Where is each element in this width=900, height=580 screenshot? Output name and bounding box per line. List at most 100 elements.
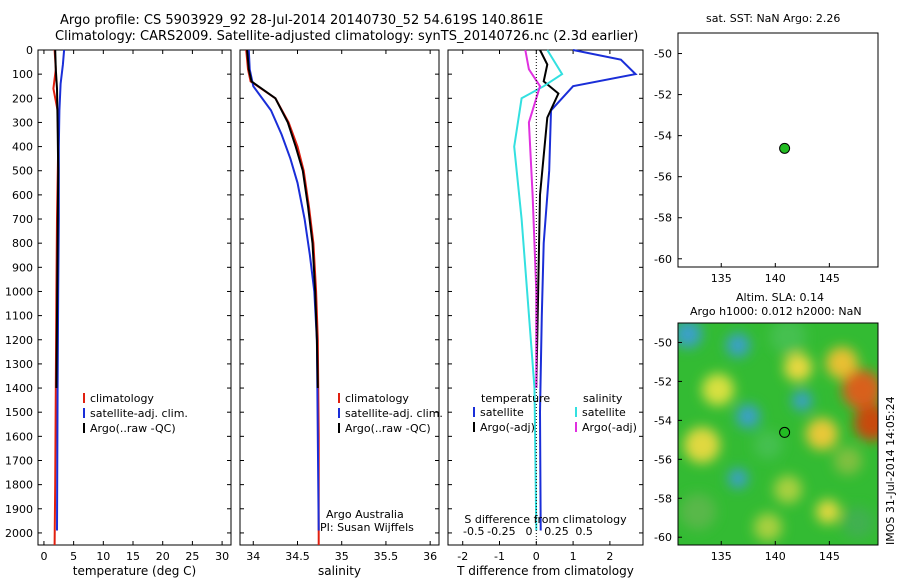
legend-label: climatology (90, 392, 154, 405)
panel-frame (239, 49, 440, 546)
y-tick-label: -54 (654, 130, 672, 143)
y-tick-label: 1600 (5, 430, 33, 443)
profile-location-marker (779, 142, 791, 154)
profile-panel-3: -2 -1 0 1 2T difference from climatology -0.5… (447, 49, 644, 578)
y-tick-label: 1700 (5, 454, 33, 467)
s-diff-tick-label: 0 (525, 525, 532, 538)
y-tick-label: 1800 (5, 479, 33, 492)
sla-blob (678, 323, 702, 349)
x-tick-label: 30 (215, 550, 229, 563)
series-line (246, 49, 319, 389)
panel-frame (447, 49, 644, 546)
y-tick-label: -56 (654, 171, 672, 184)
sla-blobs (678, 323, 878, 542)
y-tick-label: 0 (26, 44, 33, 57)
legend-label: Argo(..raw -QC) (90, 422, 176, 435)
y-tick-label: -56 (654, 453, 672, 466)
x-tick-label: 0 (533, 550, 540, 563)
watermark: IMOS 31-Jul-2014 14:05:24 (884, 396, 897, 545)
series-line (524, 49, 542, 388)
sla-map: 135 140 145 -50 -52 -54 -56 -58 -60 (654, 322, 879, 563)
y-tick-label: -54 (654, 414, 672, 427)
y-tick-label: 300 (12, 116, 33, 129)
series-line (535, 49, 560, 389)
sla-blob (792, 390, 812, 411)
sla-blob (826, 346, 858, 379)
x-tick-label: 140 (765, 272, 786, 285)
sla-blob (842, 506, 874, 539)
y-tick-label: 100 (12, 68, 33, 81)
series-line (513, 49, 564, 531)
legend-label: Argo(-adj) (582, 421, 637, 434)
y-tick-label: -60 (654, 253, 672, 266)
x-axis-label: T difference from climatology (456, 564, 634, 578)
y-tick-label: 500 (12, 165, 33, 178)
x-tick-label: -1 (494, 550, 505, 563)
y-tick-label: 600 (12, 189, 33, 202)
header-line2: Climatology: CARS2009. Satellite-adjuste… (55, 29, 639, 44)
y-tick-label: -52 (654, 89, 672, 102)
sst-map: 135 140 145 -50 -52 -54 -56 -58 -60 (654, 32, 879, 285)
s-diff-title: S difference from climatology (464, 513, 627, 526)
sla-blob (816, 499, 840, 524)
profile-panel-1: 0100200300400500600700800900100011001200… (5, 44, 232, 578)
series-line (54, 49, 60, 389)
legend-label: Argo(-adj) (480, 421, 535, 434)
x-tick-label: 15 (126, 550, 140, 563)
y-tick-label: 400 (12, 141, 33, 154)
y-tick-label: 1300 (5, 358, 33, 371)
sla-blob (774, 475, 802, 504)
x-tick-label: 1 (570, 550, 577, 563)
x-tick-label: 145 (819, 272, 840, 285)
y-tick-label: 900 (12, 261, 33, 274)
legend-label: satellite-adj. clim. (90, 407, 188, 420)
y-tick-label: -58 (654, 212, 672, 225)
sla-blob (736, 404, 760, 429)
legend-label: satellite (480, 406, 524, 419)
legend-label: satellite (582, 406, 626, 419)
map-frame (677, 322, 879, 546)
y-tick-label: 1400 (5, 382, 33, 395)
x-tick-label: -2 (457, 550, 468, 563)
y-tick-label: 1200 (5, 334, 33, 347)
sla-label-2: Argo h1000: 0.012 h2000: NaN (690, 305, 862, 318)
x-tick-label: 2 (606, 550, 613, 563)
x-tick-label: 135 (711, 550, 732, 563)
credit-line1: Argo Australia (326, 508, 404, 521)
x-axis-label: temperature (deg C) (73, 564, 196, 578)
y-tick-label: 800 (12, 237, 33, 250)
s-diff-tick-label: -0.5 (463, 525, 484, 538)
sla-blob (726, 333, 750, 358)
legend-label: Argo(..raw -QC) (345, 422, 431, 435)
series-line (245, 49, 320, 545)
sla-blob (728, 468, 748, 489)
map-frame (677, 32, 879, 268)
sla-blob (854, 404, 878, 441)
y-tick-label: -60 (654, 531, 672, 544)
y-tick-label: 1900 (5, 503, 33, 516)
sla-field (678, 323, 878, 542)
diff-legend-title-salinity: salinity (583, 392, 623, 405)
sla-blob (754, 513, 782, 542)
y-tick-label: 200 (12, 92, 33, 105)
profile-location-marker (779, 426, 791, 438)
sst-label: sat. SST: NaN Argo: 2.26 (706, 12, 841, 25)
credit-line2: PI: Susan Wijffels (320, 521, 414, 534)
sla-blob (784, 353, 812, 382)
sla-blob (806, 418, 838, 450)
sla-blob (770, 323, 806, 355)
x-tick-label: 145 (819, 550, 840, 563)
sla-blob (702, 373, 734, 406)
x-tick-label: 34.5 (285, 550, 310, 563)
legend-label: climatology (345, 392, 409, 405)
x-tick-label: 135 (711, 272, 732, 285)
x-tick-label: 20 (156, 550, 170, 563)
y-tick-label: 2000 (5, 527, 33, 540)
series-line (538, 49, 638, 531)
x-tick-label: 35.5 (374, 550, 399, 563)
y-tick-label: -52 (654, 375, 672, 388)
y-tick-label: -50 (654, 336, 672, 349)
y-tick-label: -58 (654, 492, 672, 505)
sla-blob (680, 493, 716, 530)
